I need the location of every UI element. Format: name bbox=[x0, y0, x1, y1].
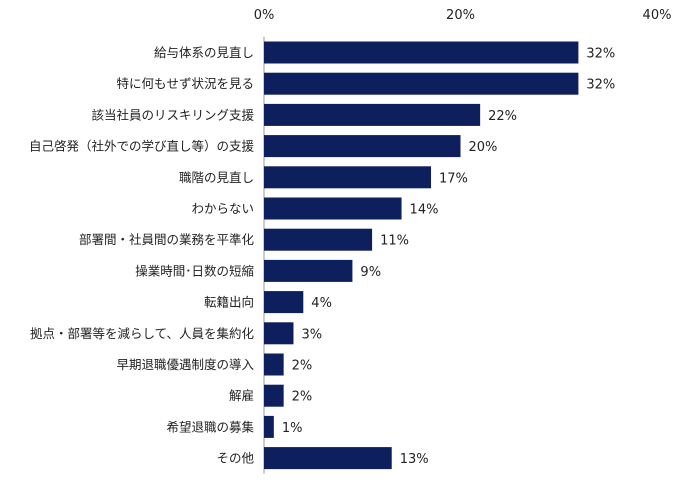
category-label: わからない bbox=[191, 201, 254, 216]
value-label: 14% bbox=[410, 203, 439, 218]
value-label: 22% bbox=[488, 109, 517, 124]
x-tick-label: 20% bbox=[446, 8, 475, 23]
category-label: 解雇 bbox=[229, 388, 254, 403]
category-label: 給与体系の見直し bbox=[154, 45, 254, 60]
bar bbox=[264, 72, 579, 95]
value-labels: 32% 32% 22% 20% 17% 14% 11% 9% 4% 3% 2% 2% 1% 13% bbox=[282, 47, 615, 468]
category-labels: 給与体系の見直し特に何もせず状況を見る該当社員のリスキリング支援自己啓発（社外で… bbox=[29, 45, 255, 466]
category-label: 転籍出向 bbox=[204, 295, 254, 310]
bar bbox=[264, 353, 284, 376]
bar bbox=[264, 447, 392, 470]
x-tick-label: 40% bbox=[643, 8, 672, 23]
category-label: 早期退職優遇制度の導入 bbox=[116, 357, 254, 372]
value-label: 2% bbox=[292, 390, 313, 405]
value-label: 20% bbox=[469, 140, 498, 155]
category-label: 希望退職の募集 bbox=[166, 419, 254, 434]
value-label: 2% bbox=[292, 359, 313, 374]
bar bbox=[264, 322, 294, 345]
category-label: 部署間・社員間の業務を平準化 bbox=[79, 232, 255, 247]
x-tick-label: 0% bbox=[254, 8, 275, 23]
bar bbox=[264, 384, 284, 407]
value-label: 17% bbox=[439, 171, 468, 186]
x-axis-ticks: 0% 20% 40% bbox=[254, 8, 672, 23]
category-label: 特に何もせず状況を見る bbox=[116, 76, 254, 91]
value-label: 3% bbox=[301, 327, 322, 342]
category-label: 操業時間･日数の短縮 bbox=[135, 263, 254, 278]
bars-group bbox=[264, 41, 579, 470]
bar bbox=[264, 228, 373, 251]
bar bbox=[264, 166, 432, 189]
category-label: 職階の見直し bbox=[179, 170, 254, 185]
value-label: 11% bbox=[380, 234, 409, 249]
value-label: 32% bbox=[586, 47, 615, 62]
bar bbox=[264, 41, 579, 64]
value-label: 32% bbox=[586, 78, 615, 93]
category-label: 拠点・部署等を減らして、人員を集約化 bbox=[30, 326, 255, 341]
bar bbox=[264, 415, 274, 438]
value-label: 1% bbox=[282, 421, 303, 436]
value-label: 9% bbox=[360, 265, 381, 280]
bar bbox=[264, 291, 304, 314]
bar bbox=[264, 103, 481, 126]
bar bbox=[264, 259, 353, 282]
value-label: 13% bbox=[400, 452, 429, 467]
bar bbox=[264, 197, 402, 220]
bar bbox=[264, 135, 461, 158]
category-label: 自己啓発（社外での学び直し等）の支援 bbox=[29, 139, 255, 154]
category-label: 該当社員のリスキリング支援 bbox=[91, 107, 254, 122]
value-label: 4% bbox=[311, 296, 332, 311]
category-label: その他 bbox=[216, 451, 254, 466]
